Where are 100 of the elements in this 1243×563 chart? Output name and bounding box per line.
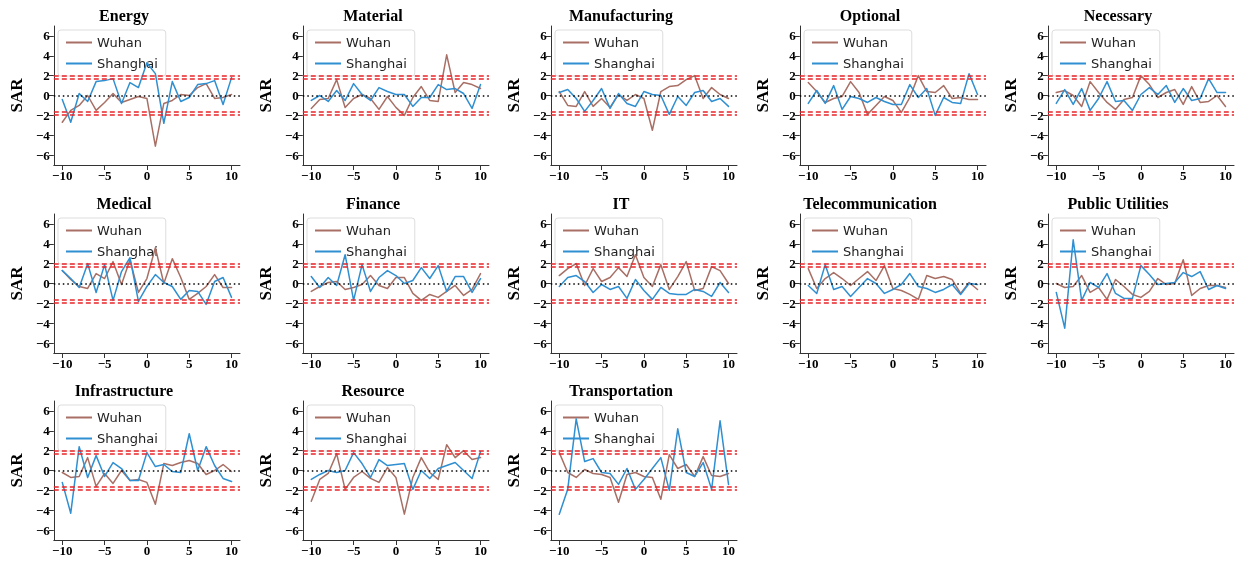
x-tick-label: −10 xyxy=(797,355,819,371)
line-series xyxy=(1055,258,1227,300)
y-tick-label: 4 xyxy=(291,235,299,251)
x-tick-label: −10 xyxy=(300,543,322,559)
x-tick-label: −10 xyxy=(52,168,73,183)
legend-label: Shanghai xyxy=(842,243,904,259)
x-tick-label: 5 xyxy=(683,543,691,559)
x-tick-label: 0 xyxy=(143,543,151,559)
line-series xyxy=(1055,238,1227,329)
y-tick-label: 2 xyxy=(1037,68,1045,84)
x-tick-label: 10 xyxy=(722,355,736,371)
y-tick-label: −6 xyxy=(781,147,797,163)
y-tick-label: 0 xyxy=(789,88,796,103)
y-tick-label: 6 xyxy=(1037,28,1045,44)
x-tick-label: 0 xyxy=(889,355,896,371)
y-tick-label: 6 xyxy=(43,28,51,44)
y-tick-label: −4 xyxy=(284,502,299,518)
x-tick-label: 5 xyxy=(434,543,442,559)
x-tick-label: 5 xyxy=(931,168,939,183)
x-tick-label: −5 xyxy=(594,355,610,371)
chart-title: Telecommunication xyxy=(802,194,937,212)
x-tick-label: −5 xyxy=(97,543,113,559)
y-axis-title: SAR xyxy=(255,452,275,488)
y-tick-label: 2 xyxy=(540,255,547,271)
x-tick-label: −10 xyxy=(1046,355,1067,371)
chart-title: Transportation xyxy=(569,381,674,400)
x-tick-label: −10 xyxy=(549,543,570,559)
y-tick-label: 0 xyxy=(540,275,547,291)
y-axis-title: SAR xyxy=(504,77,524,113)
line-series xyxy=(61,82,233,147)
y-tick-label: −4 xyxy=(284,315,299,331)
y-tick-label: −6 xyxy=(35,147,51,163)
y-tick-label: −4 xyxy=(533,502,548,518)
x-tick-label: 10 xyxy=(722,543,736,559)
y-tick-label: −2 xyxy=(35,107,50,123)
y-tick-label: −6 xyxy=(533,522,548,538)
y-tick-label: 2 xyxy=(540,68,547,84)
y-tick-label: 2 xyxy=(43,255,50,271)
legend-label: Wuhan xyxy=(97,35,143,50)
line-series xyxy=(310,451,481,491)
chart-title: Finance xyxy=(345,194,400,212)
y-tick-label: −2 xyxy=(35,295,50,311)
x-tick-label: 10 xyxy=(970,168,984,183)
x-tick-label: 5 xyxy=(434,355,442,371)
x-tick-label: −5 xyxy=(594,543,610,559)
y-tick-label: 6 xyxy=(291,28,299,44)
x-tick-label: 0 xyxy=(640,168,648,183)
y-tick-label: −6 xyxy=(1030,335,1045,351)
y-axis-title: SAR xyxy=(7,452,26,488)
y-tick-label: −4 xyxy=(1030,127,1045,143)
x-tick-label: 0 xyxy=(640,543,648,559)
legend-label: Shanghai xyxy=(594,431,655,447)
x-tick-label: 10 xyxy=(473,543,487,559)
y-tick-label: −4 xyxy=(533,127,548,143)
y-tick-label: 6 xyxy=(540,28,548,44)
y-tick-label: −4 xyxy=(781,315,797,331)
x-tick-label: 0 xyxy=(392,355,399,371)
legend-label: Wuhan xyxy=(842,222,888,238)
x-tick-label: 5 xyxy=(1180,355,1188,371)
y-tick-label: 6 xyxy=(291,403,299,419)
chart-title: Resource xyxy=(341,381,404,399)
y-tick-label: 4 xyxy=(789,235,797,251)
y-tick-label: −4 xyxy=(284,127,299,143)
x-tick-label: 5 xyxy=(683,355,691,371)
y-tick-label: 0 xyxy=(291,88,299,103)
line-series xyxy=(61,433,233,515)
chart-title: Medical xyxy=(96,194,153,212)
legend-label: Shanghai xyxy=(345,431,407,447)
y-tick-label: −2 xyxy=(284,295,299,311)
y-tick-label: 0 xyxy=(1037,88,1045,103)
legend-label: Shanghai xyxy=(594,56,655,71)
x-tick-label: 0 xyxy=(889,168,896,183)
y-tick-label: −6 xyxy=(284,522,299,538)
y-tick-label: 4 xyxy=(291,48,299,64)
y-axis-title: SAR xyxy=(752,77,772,113)
y-tick-label: −4 xyxy=(35,315,51,331)
line-series xyxy=(310,272,481,301)
line-series xyxy=(310,444,481,516)
y-tick-label: 6 xyxy=(291,216,299,232)
y-tick-label: 6 xyxy=(43,216,51,232)
y-axis-title: SAR xyxy=(1001,77,1021,113)
y-tick-label: 2 xyxy=(291,255,299,271)
y-tick-label: 6 xyxy=(540,403,548,419)
y-tick-label: −4 xyxy=(533,315,548,331)
x-tick-label: −5 xyxy=(1092,355,1107,371)
y-tick-label: −4 xyxy=(1030,315,1045,331)
y-tick-label: 6 xyxy=(540,216,548,232)
y-tick-label: 2 xyxy=(540,443,547,459)
y-tick-label: −4 xyxy=(781,127,797,143)
y-tick-label: 4 xyxy=(789,48,797,64)
y-tick-label: 4 xyxy=(540,48,548,64)
line-series xyxy=(558,74,730,131)
x-tick-label: −5 xyxy=(97,355,113,371)
legend-label: Wuhan xyxy=(1091,222,1137,238)
line-series xyxy=(61,457,233,506)
y-axis-title: SAR xyxy=(7,265,26,301)
y-tick-label: −2 xyxy=(533,107,547,123)
x-tick-label: 0 xyxy=(143,355,151,371)
y-tick-label: −2 xyxy=(284,483,299,499)
x-tick-label: 5 xyxy=(185,355,193,371)
